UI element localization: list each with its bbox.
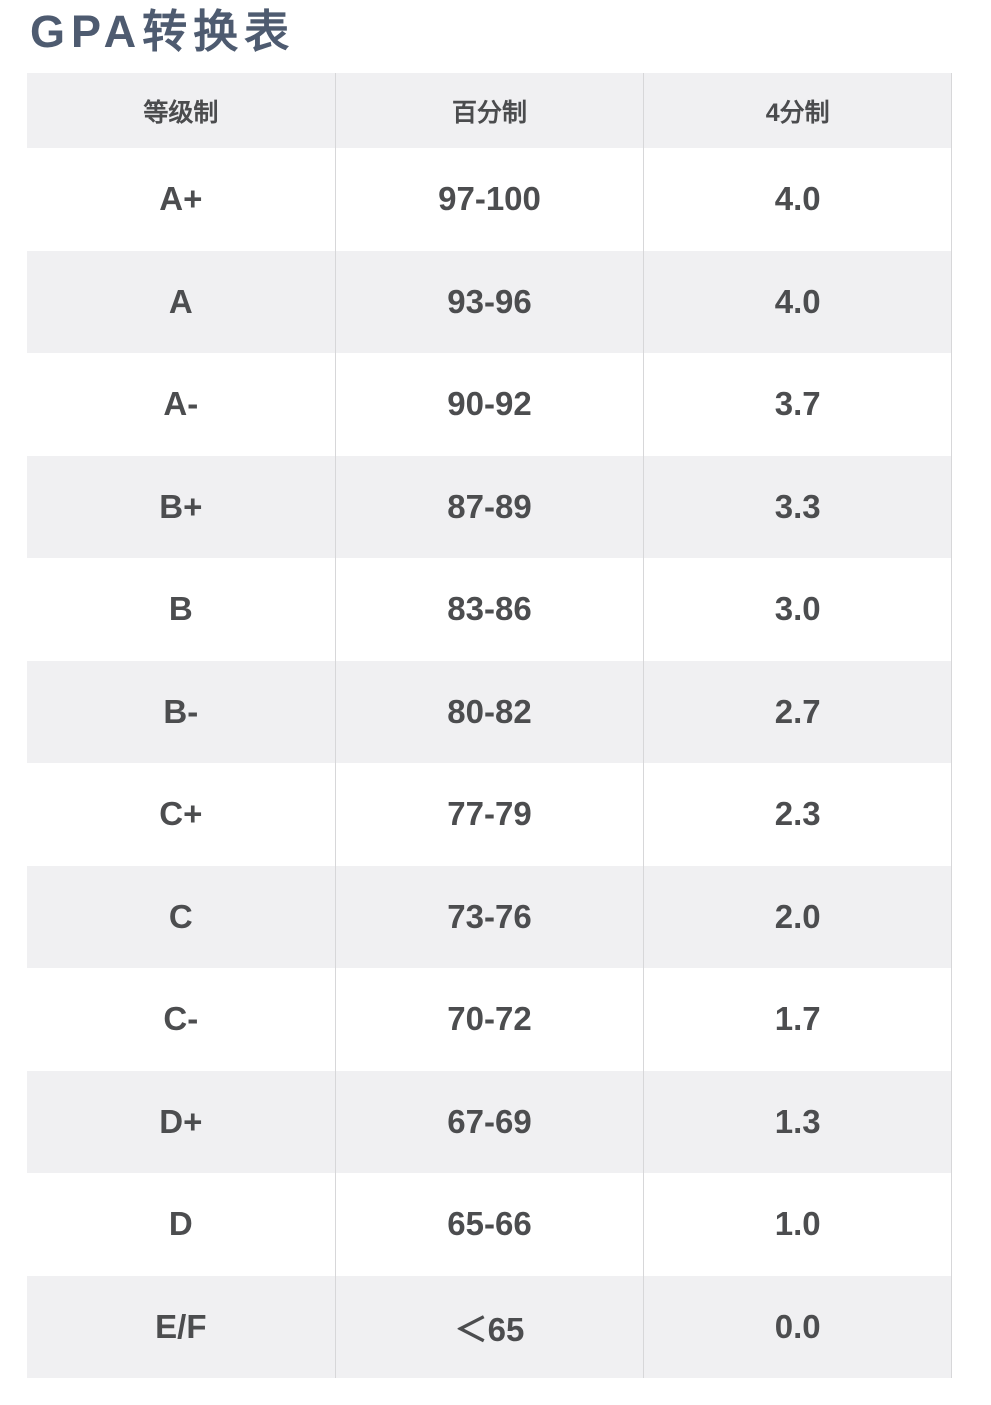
table-row: C+ 77-79 2.3 bbox=[27, 763, 951, 866]
header-percentage: 百分制 bbox=[334, 73, 644, 148]
table-row: C 73-76 2.0 bbox=[27, 865, 951, 968]
table-row: E/F ＜65 0.0 bbox=[27, 1275, 951, 1378]
gpa-cell: 4.0 bbox=[643, 250, 951, 353]
grade-cell: D+ bbox=[159, 1102, 203, 1140]
table-header-row: 等级制 百分制 4分制 bbox=[27, 73, 951, 148]
gpa-cell: 4.0 bbox=[643, 148, 951, 251]
table-row: C- 70-72 1.7 bbox=[27, 968, 951, 1071]
table-row: B- 80-82 2.7 bbox=[27, 660, 951, 763]
percent-cell: 73-76 bbox=[334, 865, 644, 968]
percent-cell: 97-100 bbox=[334, 148, 644, 251]
gpa-cell: 2.0 bbox=[643, 865, 951, 968]
header-four-point: 4分制 bbox=[643, 73, 951, 148]
percent-cell: 65-66 bbox=[334, 1173, 644, 1276]
grade-cell: B- bbox=[163, 692, 199, 730]
percent-cell: 90-92 bbox=[334, 353, 644, 456]
percent-cell: 70-72 bbox=[334, 968, 644, 1071]
grade-cell: C bbox=[168, 897, 193, 935]
gpa-cell: 1.0 bbox=[643, 1173, 951, 1276]
percent-cell: 83-86 bbox=[334, 558, 644, 661]
grade-cell: A+ bbox=[159, 180, 203, 218]
gpa-cell: 0.0 bbox=[643, 1275, 951, 1378]
table-row: D+ 67-69 1.3 bbox=[27, 1070, 951, 1173]
grade-cell: C- bbox=[163, 1000, 199, 1038]
percent-cell: ＜65 bbox=[334, 1275, 644, 1378]
grade-cell: A- bbox=[163, 385, 199, 423]
table-row: A+ 97-100 4.0 bbox=[27, 148, 951, 251]
percent-cell: 80-82 bbox=[334, 660, 644, 763]
percent-cell: 87-89 bbox=[334, 455, 644, 558]
gpa-cell: 3.0 bbox=[643, 558, 951, 661]
gpa-cell: 2.7 bbox=[643, 660, 951, 763]
gpa-cell: 1.7 bbox=[643, 968, 951, 1071]
table-row: B+ 87-89 3.3 bbox=[27, 455, 951, 558]
percent-cell: 93-96 bbox=[334, 250, 644, 353]
table-row: B 83-86 3.0 bbox=[27, 558, 951, 661]
gpa-cell: 2.3 bbox=[643, 763, 951, 866]
table-row: D 65-66 1.0 bbox=[27, 1173, 951, 1276]
gpa-cell: 3.3 bbox=[643, 455, 951, 558]
gpa-cell: 1.3 bbox=[643, 1070, 951, 1173]
page-title: GPA转换表 bbox=[30, 6, 296, 57]
gpa-conversion-table: 等级制 百分制 4分制 A+ 97-100 4.0 A 93-96 4.0 A-… bbox=[27, 73, 952, 1378]
percent-cell: 77-79 bbox=[334, 763, 644, 866]
grade-cell: D bbox=[168, 1205, 193, 1243]
table-row: A 93-96 4.0 bbox=[27, 250, 951, 353]
header-letter-grade: 等级制 bbox=[143, 98, 219, 127]
grade-cell: B bbox=[168, 590, 193, 628]
table-row: A- 90-92 3.7 bbox=[27, 353, 951, 456]
percent-cell: 67-69 bbox=[334, 1070, 644, 1173]
grade-cell: E/F bbox=[155, 1307, 207, 1345]
grade-cell: B+ bbox=[159, 487, 203, 525]
gpa-cell: 3.7 bbox=[643, 353, 951, 456]
grade-cell: C+ bbox=[159, 795, 203, 833]
grade-cell: A bbox=[168, 282, 193, 320]
